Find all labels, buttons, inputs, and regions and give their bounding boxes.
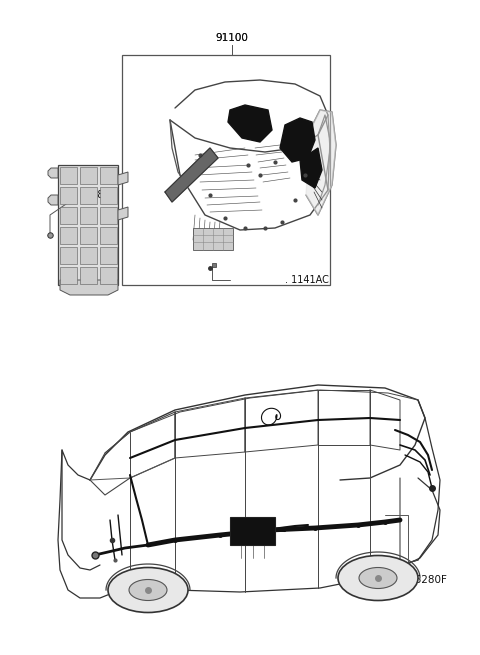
- Bar: [60, 166, 76, 183]
- Polygon shape: [118, 172, 128, 185]
- Polygon shape: [306, 110, 336, 215]
- Ellipse shape: [338, 555, 418, 601]
- Ellipse shape: [129, 580, 167, 601]
- Bar: [80, 166, 96, 183]
- Bar: [99, 187, 117, 204]
- Text: 1338AC: 1338AC: [80, 190, 118, 200]
- Bar: [80, 227, 96, 244]
- Bar: [58, 165, 118, 285]
- Text: 96280F: 96280F: [408, 575, 447, 585]
- Polygon shape: [118, 207, 128, 220]
- Ellipse shape: [359, 567, 397, 588]
- Polygon shape: [280, 118, 315, 162]
- Bar: [60, 187, 76, 204]
- Bar: [230, 517, 275, 545]
- Bar: [60, 246, 76, 263]
- Polygon shape: [48, 168, 58, 178]
- Bar: [80, 206, 96, 223]
- Bar: [60, 267, 76, 284]
- Bar: [99, 227, 117, 244]
- Bar: [80, 246, 96, 263]
- Polygon shape: [300, 148, 322, 188]
- Polygon shape: [48, 195, 58, 205]
- Text: 91100: 91100: [216, 33, 249, 43]
- Bar: [122, 55, 330, 285]
- Bar: [99, 206, 117, 223]
- Text: 91100: 91100: [216, 33, 249, 43]
- Polygon shape: [60, 280, 118, 295]
- Bar: [80, 187, 96, 204]
- Polygon shape: [228, 105, 272, 142]
- Polygon shape: [165, 148, 218, 202]
- Bar: [80, 267, 96, 284]
- Ellipse shape: [108, 567, 188, 612]
- Bar: [60, 227, 76, 244]
- Text: . 1141AC: . 1141AC: [285, 275, 329, 285]
- Bar: [60, 206, 76, 223]
- Bar: [193, 228, 233, 250]
- Bar: [99, 166, 117, 183]
- Bar: [99, 267, 117, 284]
- Bar: [99, 246, 117, 263]
